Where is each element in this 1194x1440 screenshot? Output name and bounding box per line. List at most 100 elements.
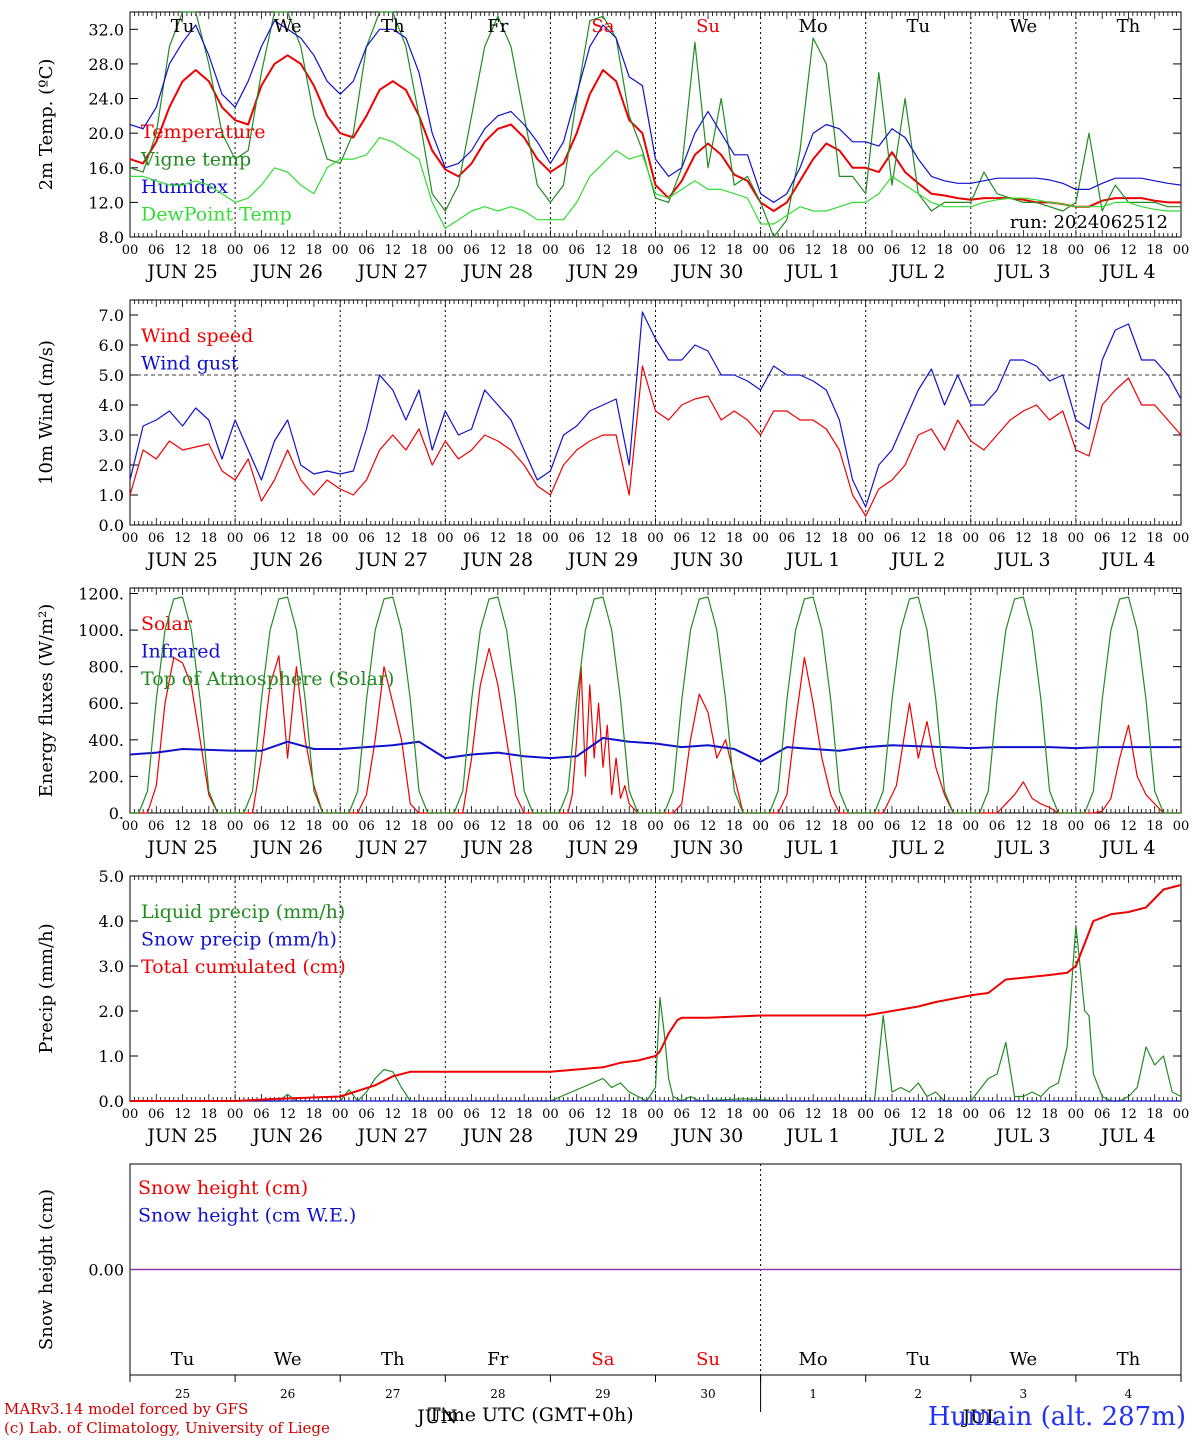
hour-tick-label: 06 [358, 531, 375, 546]
weekday-label: Th [381, 16, 405, 37]
weekday-label: We [274, 16, 302, 37]
hour-tick-label: 12 [1015, 1107, 1032, 1122]
hour-tick-label: 06 [358, 1107, 375, 1122]
hour-tick-label: 12 [279, 243, 296, 258]
weekday-label: Sa [591, 16, 614, 37]
hour-tick-label: 00 [857, 819, 874, 834]
hour-tick-label: 00 [1068, 1107, 1085, 1122]
hour-tick-label: 06 [568, 531, 585, 546]
date-label: JUN 29 [566, 1125, 638, 1147]
series-line-top-of-atmosphere-solar- [130, 596, 1181, 814]
legend-entry: Snow height (cm) [138, 1177, 308, 1199]
date-label: JUL 2 [889, 1125, 945, 1147]
hour-tick-label: 12 [174, 1107, 191, 1122]
date-label: JUL 4 [1099, 261, 1155, 283]
hour-tick-label: 18 [1041, 531, 1058, 546]
hour-tick-label: 12 [595, 531, 612, 546]
weekday-label: Th [1117, 1349, 1141, 1370]
hour-tick-label: 00 [963, 531, 980, 546]
hour-tick-label: 12 [279, 1107, 296, 1122]
hour-tick-label: 12 [490, 1107, 507, 1122]
hour-tick-label: 00 [542, 819, 559, 834]
date-label: JUN 25 [145, 1125, 217, 1147]
hour-tick-label: 12 [490, 531, 507, 546]
hour-tick-label: 00 [437, 1107, 454, 1122]
hour-tick-label: 00 [332, 243, 349, 258]
hour-tick-label: 00 [963, 819, 980, 834]
hour-tick-label: 00 [857, 243, 874, 258]
hour-tick-label: 06 [1094, 243, 1111, 258]
y-tick-label: 12.0 [88, 193, 124, 212]
series-line-wind-speed [129, 365, 1182, 517]
hour-tick-label: 00 [332, 819, 349, 834]
hour-tick-label: 18 [516, 243, 533, 258]
hour-tick-label: 00 [332, 531, 349, 546]
hour-tick-label: 12 [805, 1107, 822, 1122]
date-label: JUL 4 [1099, 1125, 1155, 1147]
hour-tick-label: 18 [306, 531, 323, 546]
legend-entry: Wind gust [141, 353, 239, 375]
hour-tick-label: 18 [411, 243, 428, 258]
hour-tick-label: 06 [884, 531, 901, 546]
hour-tick-label: 00 [1173, 243, 1190, 258]
weekday-label: Th [381, 1349, 405, 1370]
hour-tick-label: 00 [752, 819, 769, 834]
hour-tick-label: 12 [174, 819, 191, 834]
lab-credit: (c) Lab. of Climatology, University of L… [4, 1419, 330, 1437]
y-tick-label: 0. [109, 804, 124, 823]
day-number-label: 28 [490, 1387, 505, 1401]
date-label: JUN 30 [671, 261, 743, 283]
date-label: JUL 2 [889, 837, 945, 859]
hour-tick-label: 06 [674, 243, 691, 258]
series-line-vigne-temp [129, 11, 1181, 238]
legend-entry: Infrared [141, 641, 221, 663]
hour-tick-label: 18 [516, 531, 533, 546]
hour-tick-label: 12 [1120, 531, 1137, 546]
weekday-label: Su [696, 16, 720, 37]
hour-tick-label: 00 [227, 819, 244, 834]
date-label: JUL 2 [889, 261, 945, 283]
hour-tick-label: 06 [884, 243, 901, 258]
legend-entry: Wind speed [141, 325, 253, 347]
hour-tick-label: 06 [884, 819, 901, 834]
date-label: JUN 29 [566, 261, 638, 283]
hour-tick-label: 06 [779, 531, 796, 546]
hour-tick-label: 12 [1015, 531, 1032, 546]
hour-tick-label: 18 [201, 819, 218, 834]
date-label: JUN 28 [461, 837, 533, 859]
hour-tick-label: 12 [595, 819, 612, 834]
date-label: JUN 27 [356, 261, 428, 283]
hour-tick-label: 00 [227, 1107, 244, 1122]
hour-tick-label: 18 [516, 1107, 533, 1122]
hour-tick-label: 12 [174, 243, 191, 258]
hour-tick-label: 12 [174, 531, 191, 546]
month-label: JUN [415, 1406, 457, 1428]
hour-tick-label: 00 [1068, 243, 1085, 258]
y-tick-label: 2.0 [99, 1002, 124, 1021]
hour-tick-label: 00 [647, 1107, 664, 1122]
date-label: JUN 29 [566, 549, 638, 571]
hour-tick-label: 18 [621, 819, 638, 834]
date-label: JUL 3 [994, 549, 1050, 571]
hour-tick-label: 12 [279, 819, 296, 834]
day-number-label: 25 [175, 1387, 190, 1401]
hour-tick-label: 06 [463, 531, 480, 546]
hour-tick-label: 06 [674, 819, 691, 834]
legend-entry: Snow precip (mm/h) [141, 929, 337, 951]
y-tick-label: 28.0 [88, 55, 124, 74]
y-tick-label: 1200. [78, 584, 124, 603]
y-tick-label: 32.0 [88, 20, 124, 39]
hour-tick-label: 00 [542, 243, 559, 258]
hour-tick-label: 18 [726, 819, 743, 834]
y-tick-label: 16.0 [88, 159, 124, 178]
hour-tick-label: 12 [384, 819, 401, 834]
hour-tick-label: 18 [1041, 819, 1058, 834]
hour-tick-label: 00 [122, 531, 139, 546]
day-number-label: 3 [1020, 1387, 1028, 1401]
legend-entry: Vigne temp [140, 149, 251, 171]
y-tick-label: 200. [88, 767, 124, 786]
date-label: JUL 4 [1099, 549, 1155, 571]
y-tick-label: 7.0 [99, 306, 124, 325]
hour-tick-label: 12 [490, 819, 507, 834]
hour-tick-label: 06 [568, 1107, 585, 1122]
